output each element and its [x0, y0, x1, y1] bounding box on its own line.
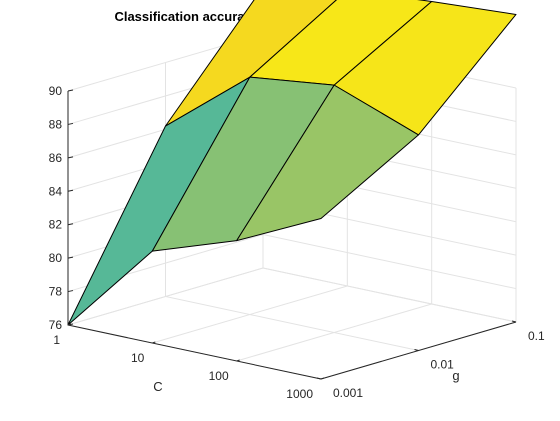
x-axis-line — [67, 324, 322, 380]
surface — [67, 0, 517, 326]
z-tick-label: 88 — [49, 117, 63, 131]
y-axis-label: g — [452, 368, 459, 383]
z-tick-label: 84 — [49, 184, 63, 198]
z-tick-label: 86 — [49, 151, 63, 165]
y-tick-label: 0.1 — [528, 329, 545, 343]
z-tick-label: 78 — [49, 285, 63, 299]
axes — [67, 89, 517, 380]
z-tick-label: 90 — [49, 84, 63, 98]
z-tick-mark — [67, 122, 74, 125]
z-tick-mark — [67, 156, 74, 159]
x-tick-mark — [320, 377, 325, 380]
x-tick-label: 1000 — [286, 387, 313, 401]
surface-face — [236, 84, 419, 242]
x-tick-mark — [236, 359, 240, 362]
z-tick-mark — [67, 223, 74, 226]
x-tick-mark — [152, 341, 156, 344]
z-tick-mark — [67, 189, 74, 192]
z-tick-label: 82 — [49, 218, 63, 232]
z-tick-label: 80 — [49, 251, 63, 265]
x-axis-label: C — [153, 379, 162, 394]
y-tick-mark — [511, 320, 517, 323]
x-tick-label: 1 — [53, 333, 60, 347]
x-tick-mark — [67, 323, 72, 326]
z-tick-label: 76 — [49, 318, 63, 332]
z-tick-mark — [67, 89, 74, 92]
z-tick-mark — [67, 290, 74, 293]
y-tick-mark — [316, 377, 322, 380]
y-tick-label: 0.01 — [431, 358, 455, 372]
y-tick-label: 0.001 — [333, 386, 363, 400]
axis-labels: 76 78 80 82 84 86 88 90 1 10 100 1000 0.001 0.01 0.1 — [49, 84, 545, 401]
z-tick-mark — [67, 256, 74, 259]
x-tick-label: 10 — [131, 351, 145, 365]
y-tick-mark — [414, 349, 419, 351]
x-tick-label: 100 — [209, 369, 229, 383]
